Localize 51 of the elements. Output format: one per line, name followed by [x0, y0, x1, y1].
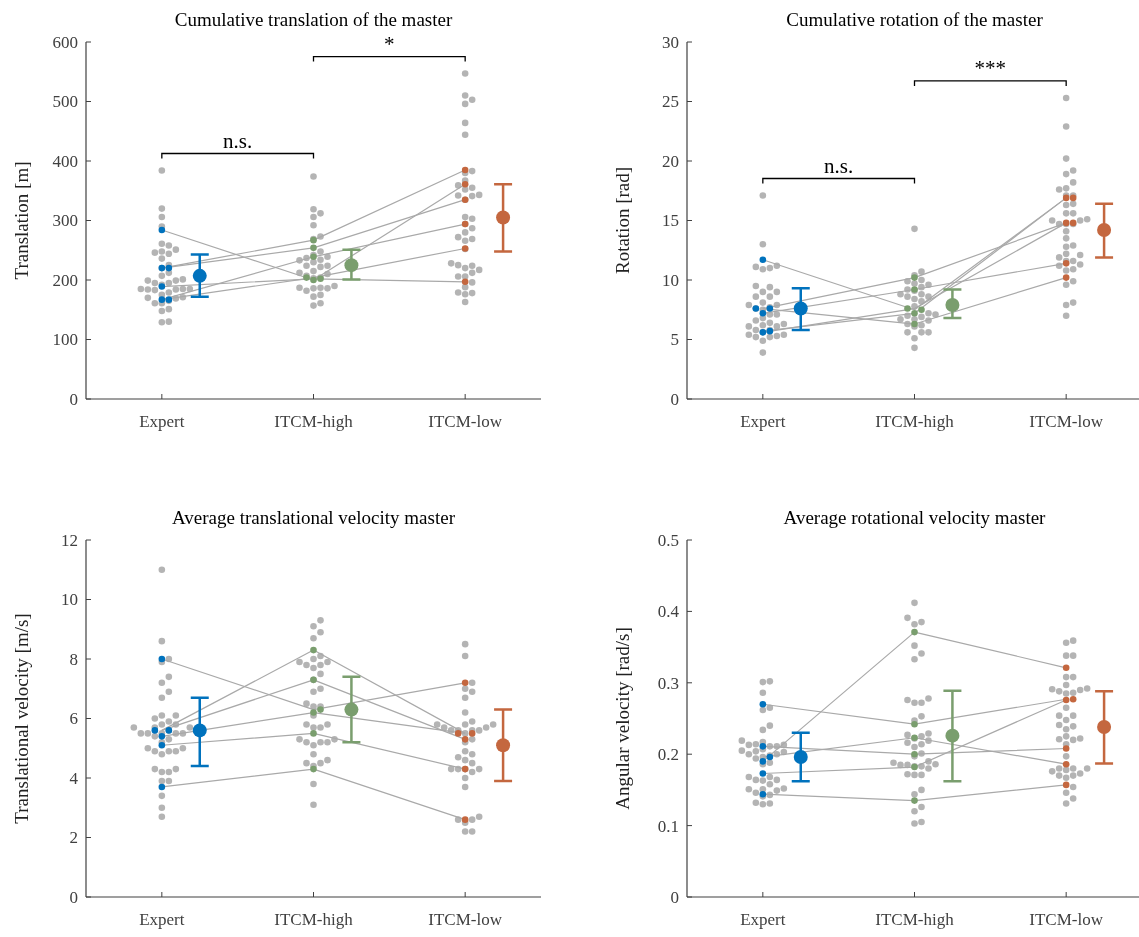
y-tick-label: 5 [670, 330, 679, 350]
y-tick-label: 200 [52, 270, 78, 290]
y-tick-label: 12 [61, 530, 78, 550]
y-tick-label: 25 [662, 92, 679, 112]
y-tick-label: 0.1 [657, 816, 679, 836]
x-tick-label: Expert [740, 412, 786, 431]
x-tick-label: ITCM-low [428, 412, 503, 431]
y-axis-title: Translational velocity [m/s] [11, 613, 32, 824]
x-tick-label: Expert [740, 910, 786, 929]
y-tick-label: 8 [69, 649, 78, 669]
y-tick-label: 6 [69, 709, 78, 729]
annotation: n.s. [824, 153, 854, 178]
x-tick-label: ITCM-high [274, 910, 354, 929]
y-tick-label: 500 [52, 92, 78, 112]
chart-title: Cumulative translation of the master [174, 9, 453, 30]
y-tick-label: 15 [662, 211, 679, 231]
y-tick-label: 10 [61, 590, 78, 610]
y-axis-title: Angular velocity [rad/s] [612, 627, 633, 810]
x-tick-label: ITCM-high [875, 910, 955, 929]
x-tick-label: ITCM-low [1029, 910, 1104, 929]
chart-title: Average translational velocity master [172, 507, 456, 528]
y-tick-label: 10 [662, 270, 679, 290]
x-tick-label: ITCM-high [875, 412, 955, 431]
y-tick-label: 100 [52, 330, 78, 350]
y-tick-label: 0.3 [657, 673, 679, 693]
y-axis-title: Translation [m] [11, 161, 32, 280]
y-axis-title: Rotation [rad] [612, 166, 633, 275]
x-tick-label: ITCM-low [428, 910, 503, 929]
y-tick-label: 0 [670, 887, 679, 907]
annotation: n.s. [223, 128, 253, 153]
y-tick-label: 0.2 [657, 745, 679, 765]
y-tick-label: 400 [52, 151, 78, 171]
x-tick-label: ITCM-high [274, 412, 354, 431]
y-tick-label: 600 [52, 32, 78, 52]
y-tick-label: 2 [69, 828, 78, 848]
y-tick-label: 20 [662, 151, 679, 171]
x-tick-label: Expert [139, 910, 185, 929]
annotation: * [384, 31, 395, 56]
y-tick-label: 0 [670, 389, 679, 409]
x-tick-label: Expert [139, 412, 185, 431]
y-tick-label: 0 [69, 887, 78, 907]
chart-title: Cumulative rotation of the master [786, 9, 1044, 30]
y-tick-label: 0 [69, 389, 78, 409]
chart-title: Average rotational velocity master [783, 507, 1047, 528]
x-tick-label: ITCM-low [1029, 412, 1104, 431]
y-tick-label: 0.4 [657, 602, 680, 622]
y-tick-label: 30 [662, 32, 679, 52]
y-tick-label: 4 [69, 768, 79, 788]
y-tick-label: 0.5 [657, 530, 679, 550]
annotation: *** [974, 55, 1007, 80]
y-tick-label: 300 [52, 211, 78, 231]
